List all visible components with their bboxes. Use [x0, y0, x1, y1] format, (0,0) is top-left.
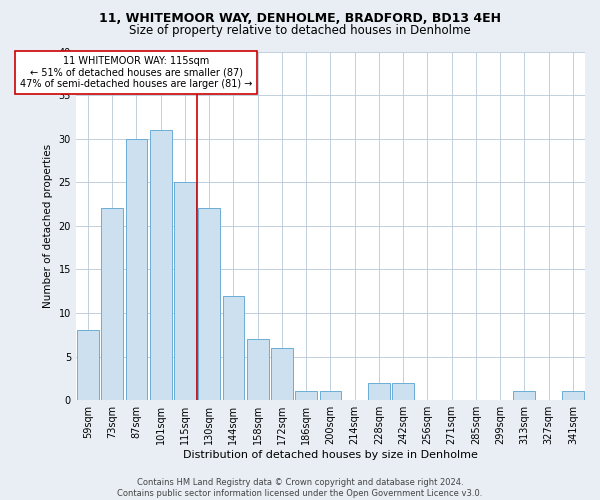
X-axis label: Distribution of detached houses by size in Denholme: Distribution of detached houses by size …	[183, 450, 478, 460]
Bar	[514, 392, 535, 400]
Y-axis label: Number of detached properties: Number of detached properties	[43, 144, 53, 308]
Text: Contains HM Land Registry data © Crown copyright and database right 2024.
Contai: Contains HM Land Registry data © Crown c…	[118, 478, 482, 498]
Bar	[101, 208, 123, 400]
Bar	[295, 392, 317, 400]
Text: Size of property relative to detached houses in Denholme: Size of property relative to detached ho…	[129, 24, 471, 37]
Bar	[125, 138, 148, 400]
Bar	[77, 330, 99, 400]
Text: 11, WHITEMOOR WAY, DENHOLME, BRADFORD, BD13 4EH: 11, WHITEMOOR WAY, DENHOLME, BRADFORD, B…	[99, 12, 501, 26]
Bar	[150, 130, 172, 400]
Bar	[562, 392, 584, 400]
Bar	[174, 182, 196, 400]
Bar	[368, 383, 390, 400]
Bar	[223, 296, 244, 400]
Text: 11 WHITEMOOR WAY: 115sqm
← 51% of detached houses are smaller (87)
47% of semi-d: 11 WHITEMOOR WAY: 115sqm ← 51% of detach…	[20, 56, 253, 89]
Bar	[392, 383, 414, 400]
Bar	[271, 348, 293, 400]
Bar	[247, 339, 269, 400]
Bar	[320, 392, 341, 400]
Bar	[198, 208, 220, 400]
